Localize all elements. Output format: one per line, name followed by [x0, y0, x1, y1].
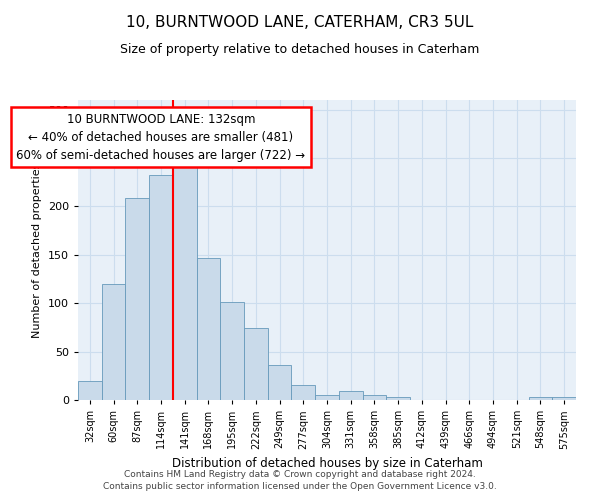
Bar [292, 386, 315, 400]
Y-axis label: Number of detached properties: Number of detached properties [32, 162, 42, 338]
Text: Size of property relative to detached houses in Caterham: Size of property relative to detached ho… [121, 42, 479, 56]
Bar [362, 395, 386, 400]
Bar [173, 158, 197, 400]
Bar [102, 284, 125, 400]
Text: 10, BURNTWOOD LANE, CATERHAM, CR3 5UL: 10, BURNTWOOD LANE, CATERHAM, CR3 5UL [127, 15, 473, 30]
Bar [529, 397, 552, 400]
Bar [268, 365, 292, 400]
X-axis label: Distribution of detached houses by size in Caterham: Distribution of detached houses by size … [172, 457, 482, 470]
Text: Contains HM Land Registry data © Crown copyright and database right 2024.: Contains HM Land Registry data © Crown c… [124, 470, 476, 479]
Bar [386, 397, 410, 400]
Text: Contains public sector information licensed under the Open Government Licence v3: Contains public sector information licen… [103, 482, 497, 491]
Bar [197, 258, 220, 400]
Bar [315, 395, 339, 400]
Bar [149, 174, 173, 400]
Text: 10 BURNTWOOD LANE: 132sqm
← 40% of detached houses are smaller (481)
60% of semi: 10 BURNTWOOD LANE: 132sqm ← 40% of detac… [16, 112, 305, 162]
Bar [552, 397, 576, 400]
Bar [220, 302, 244, 400]
Bar [339, 392, 362, 400]
Bar [125, 198, 149, 400]
Bar [78, 380, 102, 400]
Bar [244, 328, 268, 400]
